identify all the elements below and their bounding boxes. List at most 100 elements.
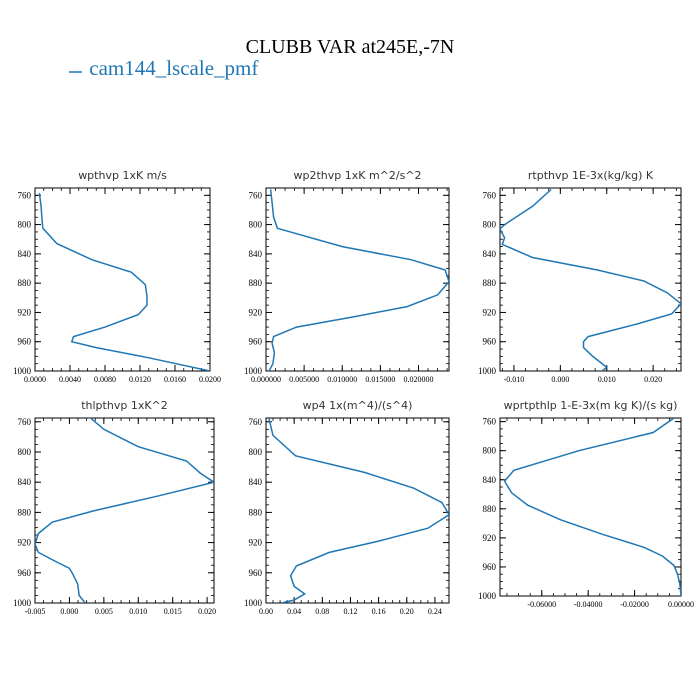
panel-5: wp4 1x(m^4)/(s^4)76080084088092096010000… — [244, 399, 450, 616]
y-tick-label: 960 — [483, 337, 497, 347]
x-tick-label: 0.000000 — [251, 375, 281, 384]
y-tick-label: 880 — [18, 507, 32, 517]
y-tick-label: 920 — [18, 538, 32, 548]
y-tick-label: 880 — [483, 504, 497, 514]
x-tick-label: -0.010 — [504, 375, 525, 384]
y-tick-label: 760 — [483, 190, 497, 200]
x-tick-label: 0.08 — [315, 607, 329, 616]
y-tick-label: 960 — [18, 337, 32, 347]
y-tick-label: 960 — [249, 568, 263, 578]
series-line — [503, 418, 681, 596]
y-tick-label: 920 — [483, 533, 497, 543]
y-tick-label: 960 — [249, 337, 263, 347]
plot-frame — [265, 187, 450, 372]
x-tick-label: 0.000 — [551, 375, 569, 384]
y-tick-label: 760 — [249, 190, 263, 200]
y-tick-label: 920 — [249, 538, 263, 548]
x-tick-label: 0.24 — [428, 607, 442, 616]
y-tick-label: 840 — [483, 475, 497, 485]
x-tick-label: 0.010000 — [327, 375, 357, 384]
x-tick-label: 0.020 — [644, 375, 662, 384]
panel-title: wp2thvp 1xK m^2/s^2 — [293, 169, 421, 182]
x-tick-label: 0.010 — [598, 375, 616, 384]
y-tick-label: 840 — [249, 477, 263, 487]
x-tick-label: 0.005000 — [289, 375, 319, 384]
y-tick-label: 880 — [249, 507, 263, 517]
legend-line-swatch — [68, 58, 84, 83]
y-tick-label: 1000 — [13, 366, 32, 376]
y-tick-label: 880 — [483, 278, 497, 288]
y-tick-label: 1000 — [244, 366, 263, 376]
y-tick-label: 840 — [483, 249, 497, 259]
y-tick-label: 880 — [18, 278, 32, 288]
x-tick-label: 0.015000 — [365, 375, 395, 384]
plot-frame — [499, 417, 682, 597]
y-tick-label: 1000 — [478, 366, 497, 376]
plot-frame — [265, 417, 450, 604]
y-tick-label: 920 — [249, 307, 263, 317]
x-tick-label: 0.00 — [259, 607, 273, 616]
panel-title: wpthvp 1xK m/s — [78, 169, 167, 182]
plot-frame — [34, 187, 211, 372]
plot-frame — [499, 187, 682, 372]
plot-frame — [34, 417, 215, 604]
x-tick-label: 0.010 — [129, 607, 147, 616]
x-tick-label: 0.16 — [372, 607, 386, 616]
x-tick-label: 0.015 — [164, 607, 182, 616]
y-tick-label: 840 — [18, 477, 32, 487]
panel-3: rtpthvp 1E-3x(kg/kg) K 760 800 840 880 920 960… — [478, 169, 682, 384]
legend: cam144_lscale_pmf — [68, 56, 258, 83]
y-tick-label: 920 — [18, 307, 32, 317]
x-tick-label: -0.06000 — [527, 600, 556, 609]
y-tick-label: 800 — [249, 220, 263, 230]
panel-title: wprtpthlp 1-E-3x(m kg K)/(s kg) — [504, 399, 678, 412]
y-tick-label: 1000 — [478, 591, 497, 601]
panel-title: wp4 1x(m^4)/(s^4) — [303, 399, 413, 412]
x-tick-label: 0.00000 — [668, 600, 694, 609]
y-tick-label: 960 — [483, 562, 497, 572]
y-tick-label: 760 — [18, 417, 32, 427]
y-tick-label: 800 — [18, 220, 32, 230]
x-tick-label: 0.020 — [198, 607, 216, 616]
y-tick-label: 840 — [249, 249, 263, 259]
x-tick-label: 0.12 — [343, 607, 357, 616]
y-tick-label: 800 — [249, 447, 263, 457]
y-tick-label: 760 — [18, 190, 32, 200]
x-tick-label: 0.0040 — [59, 375, 81, 384]
x-tick-label: 0.0120 — [129, 375, 151, 384]
panel-title: thlpthvp 1xK^2 — [81, 399, 168, 412]
y-tick-label: 840 — [18, 249, 32, 259]
x-tick-label: 0.20 — [400, 607, 414, 616]
x-tick-label: 0.0200 — [199, 375, 221, 384]
x-tick-label: 0.0000 — [24, 375, 46, 384]
figure-title: CLUBB VAR at245E,-7N — [245, 36, 455, 58]
panel-6: wprtpthlp 1-E-3x(m kg K)/(s kg) 760 800 840… — [478, 399, 694, 609]
panel-4: thlpthvp 1xK^2 760 800 840 880 920 960 1000-0.0… — [13, 399, 216, 616]
series-line — [38, 193, 210, 371]
x-tick-label: 0.005 — [95, 607, 113, 616]
series-line — [268, 418, 449, 603]
y-tick-label: 960 — [18, 568, 32, 578]
x-tick-label: 0.000 — [60, 607, 78, 616]
y-tick-label: 760 — [249, 417, 263, 427]
y-tick-label: 800 — [18, 447, 32, 457]
panel-1: wpthvp 1xK m/s76080084088092096010000.00… — [13, 169, 221, 384]
panel-title: rtpthvp 1E-3x(kg/kg) K — [528, 169, 654, 182]
series-line — [500, 188, 681, 371]
x-tick-label: -0.005 — [25, 607, 46, 616]
y-tick-label: 1000 — [244, 598, 263, 608]
series-line — [268, 189, 449, 371]
series-line — [35, 418, 214, 603]
y-tick-label: 880 — [249, 278, 263, 288]
x-tick-label: 0.0080 — [94, 375, 116, 384]
x-tick-label: 0.020000 — [404, 375, 434, 384]
panel-2: wp2thvp 1xK m^2/s^2 760 800 840 880 920 960 100… — [244, 169, 450, 384]
x-tick-label: -0.04000 — [574, 600, 603, 609]
legend-series-label: cam144_lscale_pmf — [89, 56, 259, 80]
y-tick-label: 760 — [483, 417, 497, 427]
x-tick-label: 0.04 — [287, 607, 301, 616]
y-tick-label: 800 — [483, 220, 497, 230]
y-tick-label: 800 — [483, 446, 497, 456]
x-tick-label: 0.0160 — [164, 375, 186, 384]
